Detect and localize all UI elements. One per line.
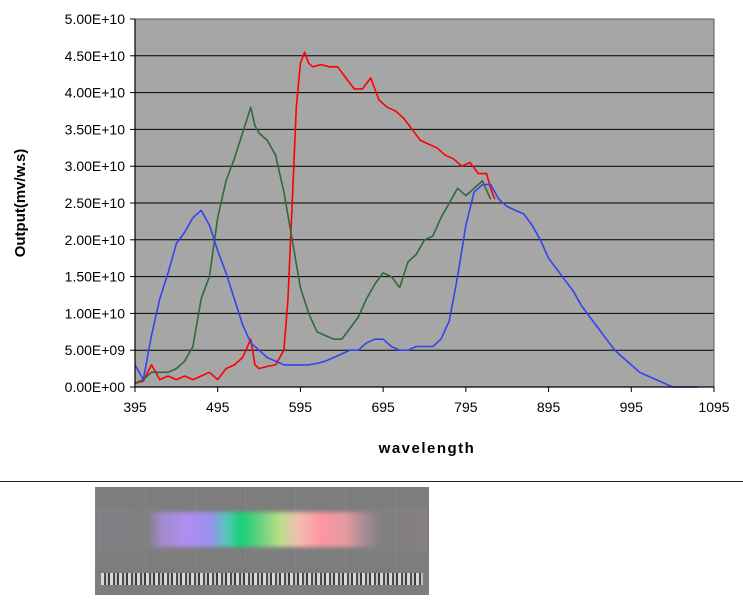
series-line-1	[134, 51, 496, 385]
tick-labels: 0.00E+00 5.00E+09 1.00E+10 1.50E+10 2.00E+10…	[65, 11, 730, 415]
x-tick-label: 995	[620, 399, 644, 415]
y-tick-label: 3.00E+10	[65, 158, 126, 174]
y-tick-label: 4.50E+10	[65, 48, 126, 64]
series-line-3	[134, 183, 698, 388]
y-tick-label: 5.00E+09	[65, 342, 126, 358]
y-tick-label: 1.50E+10	[65, 269, 126, 285]
x-tick-label: 1095	[698, 399, 729, 415]
x-tick-label: 895	[537, 399, 561, 415]
y-tick-label: 1.00E+10	[65, 305, 126, 321]
series-line-2	[134, 106, 492, 385]
x-tick-label: 395	[123, 399, 147, 415]
spectral-output-chart: 0.00E+00 5.00E+09 1.00E+10 1.50E+10 2.00E+10…	[12, 11, 730, 457]
x-tick-label: 695	[371, 399, 395, 415]
wavelength-scale-strip	[101, 573, 423, 585]
visible-spectrum-band	[147, 512, 382, 547]
y-tick-label: 2.00E+10	[65, 232, 126, 248]
x-axis-title: wavelength	[378, 440, 476, 457]
y-tick-label: 2.50E+10	[65, 195, 126, 211]
x-tick-label: 495	[206, 399, 230, 415]
y-tick-label: 5.00E+10	[65, 11, 126, 27]
spectrum-photo	[95, 487, 429, 595]
y-tick-label: 0.00E+00	[65, 379, 126, 395]
x-tick-label: 595	[289, 399, 313, 415]
y-tick-label: 3.50E+10	[65, 121, 126, 137]
x-tick-label: 795	[454, 399, 478, 415]
y-tick-label: 4.00E+10	[65, 85, 126, 101]
divider-line	[0, 481, 743, 482]
series-lines	[134, 51, 698, 388]
y-axis-title: Output(mv/w.s)	[12, 149, 29, 258]
